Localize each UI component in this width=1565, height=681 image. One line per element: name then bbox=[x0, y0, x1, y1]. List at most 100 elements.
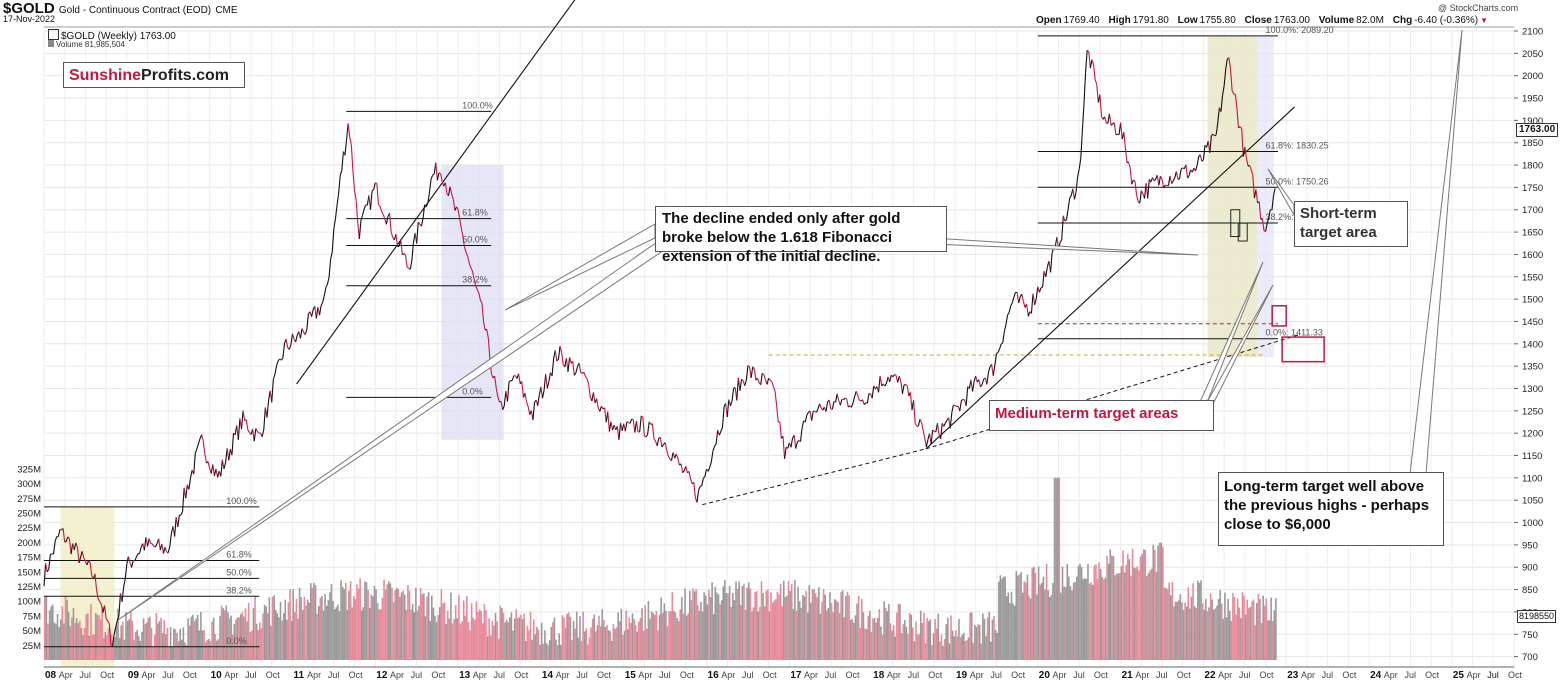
volume-bar bbox=[400, 592, 403, 660]
volume-bar bbox=[881, 634, 884, 660]
price-segment bbox=[103, 605, 107, 619]
price-segment bbox=[607, 411, 610, 432]
price-segment bbox=[78, 557, 82, 564]
volume-bar bbox=[1235, 614, 1237, 660]
volume-bar bbox=[821, 601, 823, 660]
price-segment bbox=[796, 440, 800, 443]
volume-bar bbox=[160, 617, 162, 660]
volume-bar bbox=[1013, 605, 1016, 660]
fib-2008-label: 0.0% bbox=[226, 636, 247, 646]
month-label: Jul bbox=[1239, 670, 1251, 680]
volume-bar bbox=[337, 604, 339, 660]
price-segment bbox=[635, 421, 639, 433]
volume-bar bbox=[1044, 589, 1046, 660]
volume-bar bbox=[1248, 608, 1250, 660]
volume-bar bbox=[767, 589, 769, 660]
volume-bar bbox=[1050, 594, 1053, 660]
price-segment bbox=[404, 255, 408, 267]
volume-bar bbox=[856, 603, 858, 660]
price-tick-label: 1350 bbox=[1522, 362, 1543, 373]
volume-bar bbox=[899, 604, 901, 660]
price-segment bbox=[223, 462, 227, 470]
volume-tick-label: 300M bbox=[17, 479, 41, 490]
price-segment bbox=[1214, 134, 1217, 137]
volume-bar bbox=[475, 601, 478, 660]
chart-plot-area bbox=[43, 26, 1515, 668]
instrument-name: Gold - Continuous Contract (EOD) bbox=[58, 5, 212, 16]
month-label: Oct bbox=[680, 670, 695, 680]
price-segment bbox=[894, 374, 897, 376]
volume-bar bbox=[716, 592, 718, 660]
price-segment bbox=[710, 451, 714, 462]
volume-bar bbox=[1088, 583, 1091, 660]
price-segment bbox=[111, 634, 115, 647]
price-segment bbox=[1072, 188, 1075, 200]
price-tick-label: 1850 bbox=[1522, 138, 1543, 149]
volume-bar bbox=[1241, 592, 1244, 660]
volume-bar bbox=[120, 625, 123, 660]
volume-bar bbox=[964, 641, 967, 660]
volume-bar bbox=[1066, 563, 1069, 660]
volume-bar bbox=[674, 612, 677, 660]
price-segment bbox=[857, 395, 860, 401]
volume-bar bbox=[386, 584, 389, 660]
price-segment bbox=[62, 528, 66, 543]
volume-bar bbox=[254, 596, 256, 660]
price-segment bbox=[992, 365, 996, 376]
price-segment bbox=[315, 307, 319, 319]
medium-target-box bbox=[1281, 336, 1325, 363]
volume-bar bbox=[244, 608, 247, 660]
month-label: Apr bbox=[556, 670, 570, 680]
volume-bar bbox=[220, 605, 223, 660]
month-label: Jul bbox=[659, 670, 671, 680]
volume-bar bbox=[1045, 564, 1048, 660]
price-tick-label: 750 bbox=[1522, 630, 1538, 641]
month-label: Jul bbox=[79, 670, 91, 680]
volume-bar bbox=[69, 626, 72, 660]
price-segment bbox=[521, 381, 524, 398]
volume-bar bbox=[1111, 555, 1113, 660]
price-segment bbox=[1061, 215, 1064, 241]
volume-bar bbox=[747, 582, 750, 660]
stockcharts-credit: @ StockCharts.com bbox=[1438, 3, 1519, 13]
price-segment bbox=[135, 553, 139, 558]
volume-bar bbox=[939, 641, 941, 660]
price-segment bbox=[548, 372, 551, 382]
month-label: Jul bbox=[1487, 670, 1499, 680]
price-segment bbox=[1265, 223, 1268, 232]
volume-bar bbox=[1244, 614, 1247, 660]
volume-bar bbox=[851, 618, 854, 660]
volume-bar bbox=[832, 612, 834, 660]
price-segment bbox=[145, 537, 149, 547]
volume-bar bbox=[725, 593, 728, 660]
volume-bar bbox=[1091, 584, 1094, 660]
price-segment bbox=[978, 379, 982, 387]
volume-bar bbox=[636, 631, 639, 660]
volume-bar bbox=[230, 615, 232, 660]
volume-bar bbox=[1232, 593, 1234, 660]
volume-bar bbox=[1058, 477, 1061, 660]
volume-bar bbox=[1208, 607, 1210, 660]
price-segment bbox=[572, 361, 575, 376]
price-segment bbox=[189, 470, 193, 479]
price-segment bbox=[859, 399, 862, 402]
price-segment bbox=[1244, 146, 1247, 159]
price-segment bbox=[644, 435, 647, 438]
price-segment bbox=[331, 228, 335, 252]
volume-bar bbox=[526, 625, 529, 660]
price-segment bbox=[1161, 179, 1165, 189]
price-segment bbox=[801, 420, 805, 429]
price-segment bbox=[463, 246, 467, 253]
volume-bar bbox=[233, 624, 236, 660]
volume-bar bbox=[1072, 582, 1075, 660]
price-segment bbox=[610, 421, 614, 431]
down-arrow-icon: ▼ bbox=[1480, 16, 1489, 25]
volume-tick-label: 225M bbox=[17, 523, 41, 534]
volume-bar bbox=[977, 624, 979, 660]
price-segment bbox=[971, 381, 975, 392]
volume-bar bbox=[88, 635, 91, 660]
price-segment bbox=[86, 560, 90, 566]
price-segment bbox=[545, 373, 548, 389]
price-segment bbox=[478, 292, 481, 301]
price-segment bbox=[503, 391, 507, 406]
